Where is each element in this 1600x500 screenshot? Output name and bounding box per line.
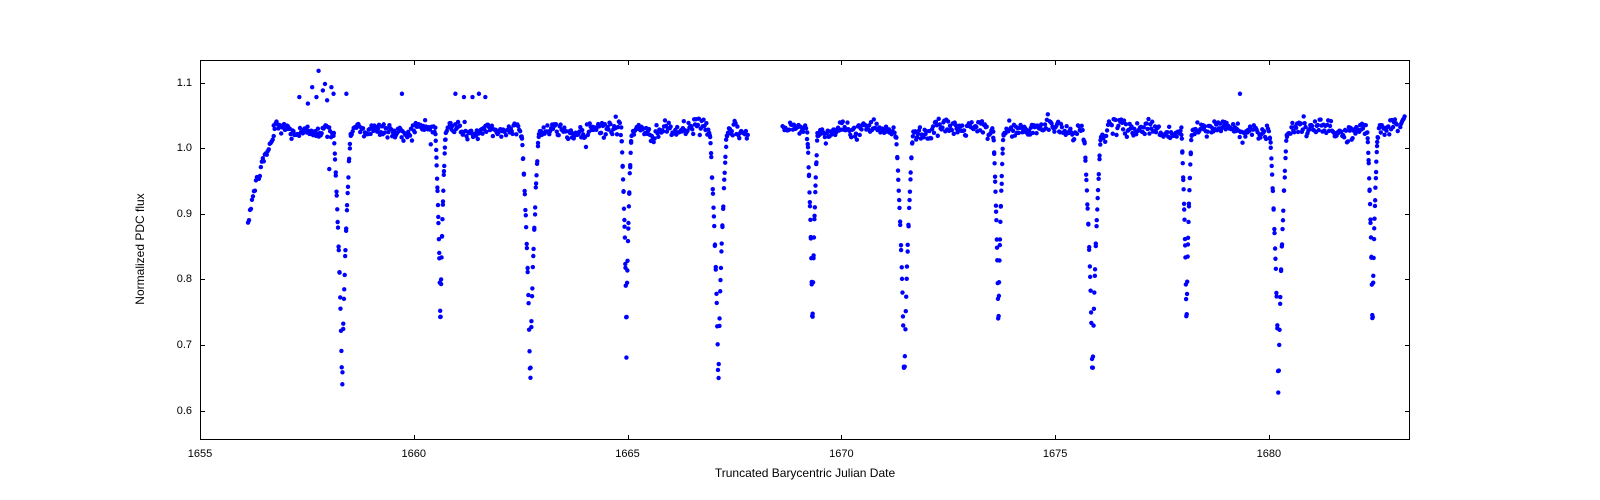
y-tick-label: 0.8 (160, 273, 192, 285)
plot-area (200, 60, 1410, 440)
x-tick-label: 1660 (402, 448, 426, 460)
x-tick-label: 1675 (1043, 448, 1067, 460)
x-axis-label: Truncated Barycentric Julian Date (200, 466, 1410, 480)
y-axis-label: Normalized PDC flux (133, 59, 147, 439)
scatter-svg (201, 61, 1411, 441)
y-tick-label: 1.0 (160, 142, 192, 154)
x-tick-label: 1680 (1257, 448, 1281, 460)
x-tick-label: 1670 (829, 448, 853, 460)
scatter-series (246, 69, 1407, 395)
x-tick-label: 1655 (188, 448, 212, 460)
figure: Truncated Barycentric Julian Date Normal… (0, 0, 1600, 500)
y-tick-label: 0.9 (160, 208, 192, 220)
y-tick-label: 0.6 (160, 405, 192, 417)
y-tick-label: 1.1 (160, 77, 192, 89)
x-tick-label: 1665 (615, 448, 639, 460)
y-tick-label: 0.7 (160, 339, 192, 351)
